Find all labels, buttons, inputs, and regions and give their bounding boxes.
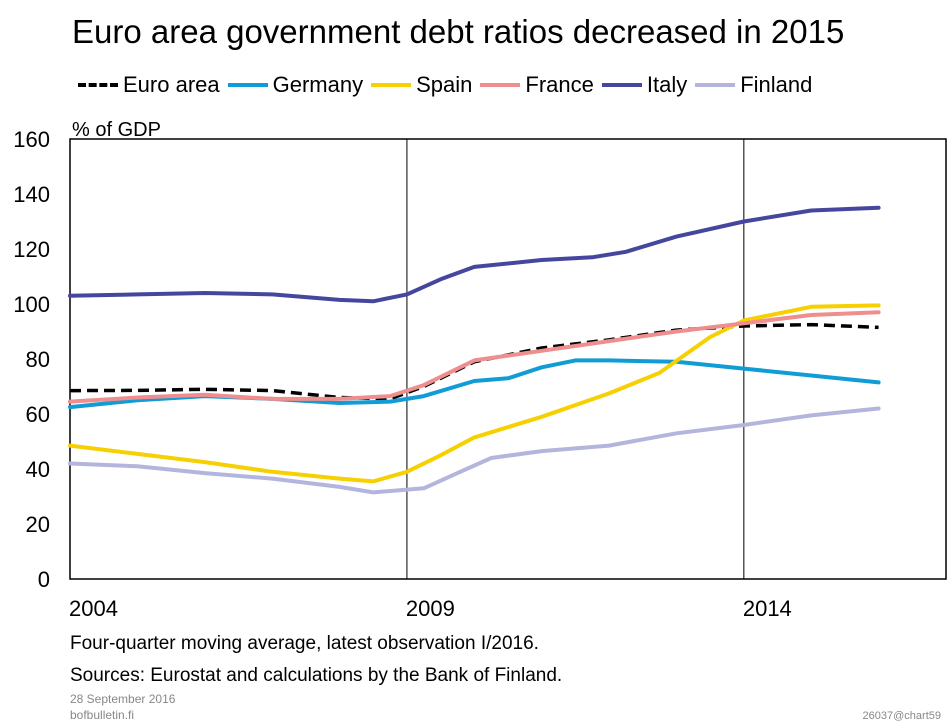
- legend: Euro area Germany Spain France Italy Finland: [78, 70, 820, 100]
- legend-item-spain: Spain: [371, 71, 472, 99]
- x-tick-label: 2014: [743, 596, 792, 621]
- legend-label-euro-area: Euro area: [123, 72, 220, 97]
- footnote-sources: Sources: Eurostat and calculations by th…: [70, 665, 563, 686]
- y-tick-label: 140: [13, 182, 50, 207]
- legend-label-france: France: [525, 72, 594, 97]
- legend-item-germany: Germany: [227, 71, 364, 99]
- y-tick-label: 60: [26, 402, 50, 427]
- legend-swatch-euro-area: [78, 83, 118, 87]
- legend-item-france: France: [480, 71, 594, 99]
- legend-swatch-germany: [227, 83, 268, 87]
- legend-label-spain: Spain: [416, 72, 473, 97]
- y-tick-label: 0: [38, 567, 50, 592]
- site-url: bofbulletin.fi: [70, 708, 135, 722]
- legend-item-finland: Finland: [695, 71, 812, 99]
- publication-date: 28 September 2016: [70, 692, 176, 706]
- legend-item-italy: Italy: [601, 71, 688, 99]
- legend-swatch-france: [480, 83, 521, 87]
- x-tick-label: 2009: [406, 596, 455, 621]
- series-line-germany: [68, 358, 881, 410]
- chart-code: 26037@chart59: [862, 710, 941, 722]
- legend-label-germany: Germany: [272, 72, 364, 97]
- y-tick-label: 80: [26, 347, 50, 372]
- series-line-france: [68, 310, 881, 404]
- series-line-finland: [68, 406, 881, 495]
- series-line-spain: [68, 303, 881, 484]
- y-tick-label: 160: [13, 127, 50, 152]
- y-tick-label: 40: [26, 457, 50, 482]
- legend-swatch-italy: [601, 83, 642, 87]
- chart-title: Euro area government debt ratios decreas…: [72, 13, 845, 50]
- y-axis-label: % of GDP: [72, 119, 161, 141]
- series-line-italy: [68, 205, 881, 304]
- x-tick-label: 2004: [69, 596, 118, 621]
- y-tick-label: 20: [26, 512, 50, 537]
- legend-item-euro-area: Euro area: [78, 71, 220, 99]
- y-tick-label: 120: [13, 237, 50, 262]
- y-tick-label: 100: [13, 292, 50, 317]
- footnote-moving-average: Four-quarter moving average, latest obse…: [70, 633, 539, 654]
- legend-swatch-spain: [371, 83, 412, 87]
- legend-label-italy: Italy: [646, 72, 688, 97]
- legend-label-finland: Finland: [740, 72, 813, 97]
- plot-frame: [69, 138, 947, 580]
- legend-swatch-finland: [695, 83, 736, 87]
